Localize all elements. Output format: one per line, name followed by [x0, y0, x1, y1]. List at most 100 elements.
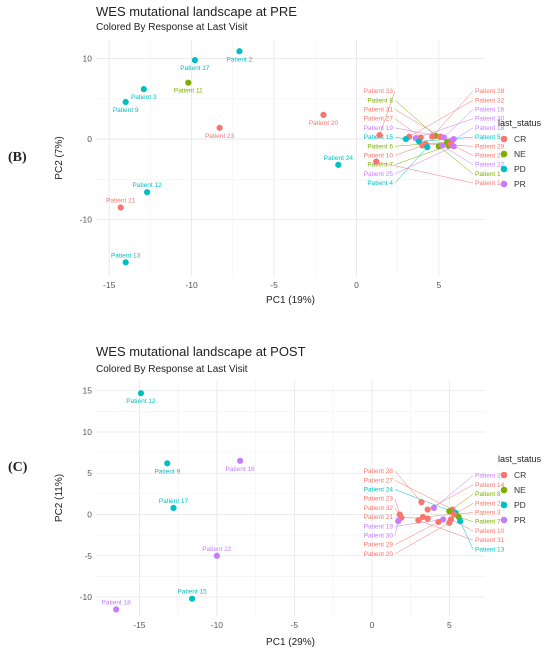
point-label: Patient 16	[475, 106, 505, 113]
point-label: Patient 12	[132, 182, 162, 189]
point-label: Patient 31	[364, 106, 394, 113]
y-tick-label: 10	[83, 427, 93, 437]
legend-item-label: CR	[514, 470, 526, 480]
legend-swatch	[500, 180, 508, 188]
point-label: Patient 23	[364, 496, 394, 503]
y-tick-label: 10	[83, 54, 93, 64]
point-label: Patient 16	[225, 466, 255, 473]
chart-title: WES mutational landscape at PRE	[96, 4, 297, 19]
x-tick-label: -10	[185, 280, 198, 290]
data-point	[188, 595, 196, 602]
x-tick-label: -15	[133, 620, 146, 630]
leader-line	[379, 90, 396, 136]
legend-item-label: NE	[514, 485, 526, 495]
point-label: Patient 24	[324, 155, 354, 162]
leader-line	[459, 521, 474, 550]
point-labels: Patient 28 Patient 27 Patient 24 Patient 23…	[102, 398, 505, 606]
point-label: Patient 19	[364, 523, 394, 530]
leader-line	[409, 100, 474, 137]
y-tick-label: -10	[80, 592, 93, 602]
point-label: Patient 33	[364, 88, 394, 95]
point-label: Patient 3	[475, 510, 501, 517]
data-point	[439, 142, 446, 149]
leader-line	[418, 520, 474, 541]
point-label: Patient 14	[475, 180, 505, 187]
point-label: Patient 32	[364, 505, 394, 512]
x-axis-title: PC1 (29%)	[266, 637, 315, 648]
point-label: Patient 30	[475, 116, 505, 123]
data-point	[236, 48, 243, 55]
point-label: Patient 26	[475, 152, 505, 159]
point-label: Patient 13	[475, 546, 505, 553]
leader-line	[394, 146, 454, 175]
point-label: Patient 22	[475, 162, 505, 169]
data-point	[335, 161, 342, 168]
data-point	[457, 518, 464, 525]
point-label: Patient 28	[364, 468, 394, 475]
legend-item-label: NE	[514, 149, 526, 159]
data-point	[113, 606, 120, 613]
data-point	[424, 144, 431, 151]
data-point	[216, 124, 223, 131]
leader-line	[394, 521, 439, 545]
legend-swatch	[500, 471, 508, 479]
data-point	[419, 513, 427, 521]
point-labels: Patient 33 Patient 8 Patient 31 Patient 27 P…	[106, 56, 505, 259]
point-label: Patient 26	[475, 500, 505, 507]
point-label: Patient 10	[475, 528, 505, 535]
point-label: Patient 25	[475, 473, 505, 480]
point-label: Patient 29	[364, 542, 394, 549]
data-point	[450, 511, 458, 518]
data-point	[185, 79, 192, 86]
point-label: Patient 11	[174, 88, 203, 95]
data-point	[424, 506, 431, 513]
x-axis-title: PC1 (19%)	[266, 295, 315, 306]
data-point	[402, 135, 409, 143]
y-axis-title: PC2 (7%)	[54, 136, 65, 179]
point-label: Patient 14	[475, 482, 505, 489]
legend: last_status CR NE PD PR	[498, 118, 542, 189]
point-label: Patient 12	[126, 398, 156, 405]
leader-line	[394, 480, 453, 510]
point-label: Patient 9	[113, 107, 139, 114]
leader-line	[394, 100, 436, 137]
point-label: Patient 32	[475, 97, 505, 104]
leader-line	[376, 161, 474, 184]
point-label: Patient 15	[177, 589, 207, 596]
y-tick-label: -10	[80, 215, 93, 225]
pre-figure: (B) WES mutational landscape at PRE Color…	[0, 0, 550, 318]
point-label: Patient 6	[367, 143, 393, 150]
data-point	[419, 142, 426, 149]
x-tick-label: 0	[354, 280, 359, 290]
data-point	[237, 457, 244, 464]
data-point	[440, 516, 447, 523]
data-point	[430, 504, 437, 512]
leader-line	[394, 146, 428, 184]
x-tick-label: -5	[270, 280, 278, 290]
data-point	[435, 518, 442, 526]
point-label: Patient 17	[159, 498, 189, 505]
point-label: Patient 5	[475, 134, 501, 141]
data-point	[418, 499, 425, 506]
leader-line	[394, 522, 450, 555]
legend-swatch	[500, 135, 508, 143]
data-point	[373, 158, 380, 165]
point-label: Patient 27	[364, 116, 394, 123]
data-point	[429, 133, 436, 140]
point-label: Patient 9	[154, 468, 180, 475]
x-tick-label: 5	[436, 280, 441, 290]
data-point	[191, 57, 198, 64]
point-label: Patient 22	[202, 546, 232, 553]
point-label: Patient 24	[364, 487, 394, 494]
data-point	[395, 518, 402, 525]
data-point	[446, 508, 453, 515]
point-label: Patient 7	[475, 519, 501, 526]
leader-line	[394, 145, 423, 156]
data-point	[170, 504, 177, 512]
leader-line	[394, 118, 421, 138]
data-point	[424, 515, 431, 522]
point-label: Patient 29	[475, 143, 505, 150]
point-label: Patient 31	[475, 537, 505, 544]
legend-item-label: PR	[514, 515, 526, 525]
point-label: Patient 18	[102, 599, 132, 606]
